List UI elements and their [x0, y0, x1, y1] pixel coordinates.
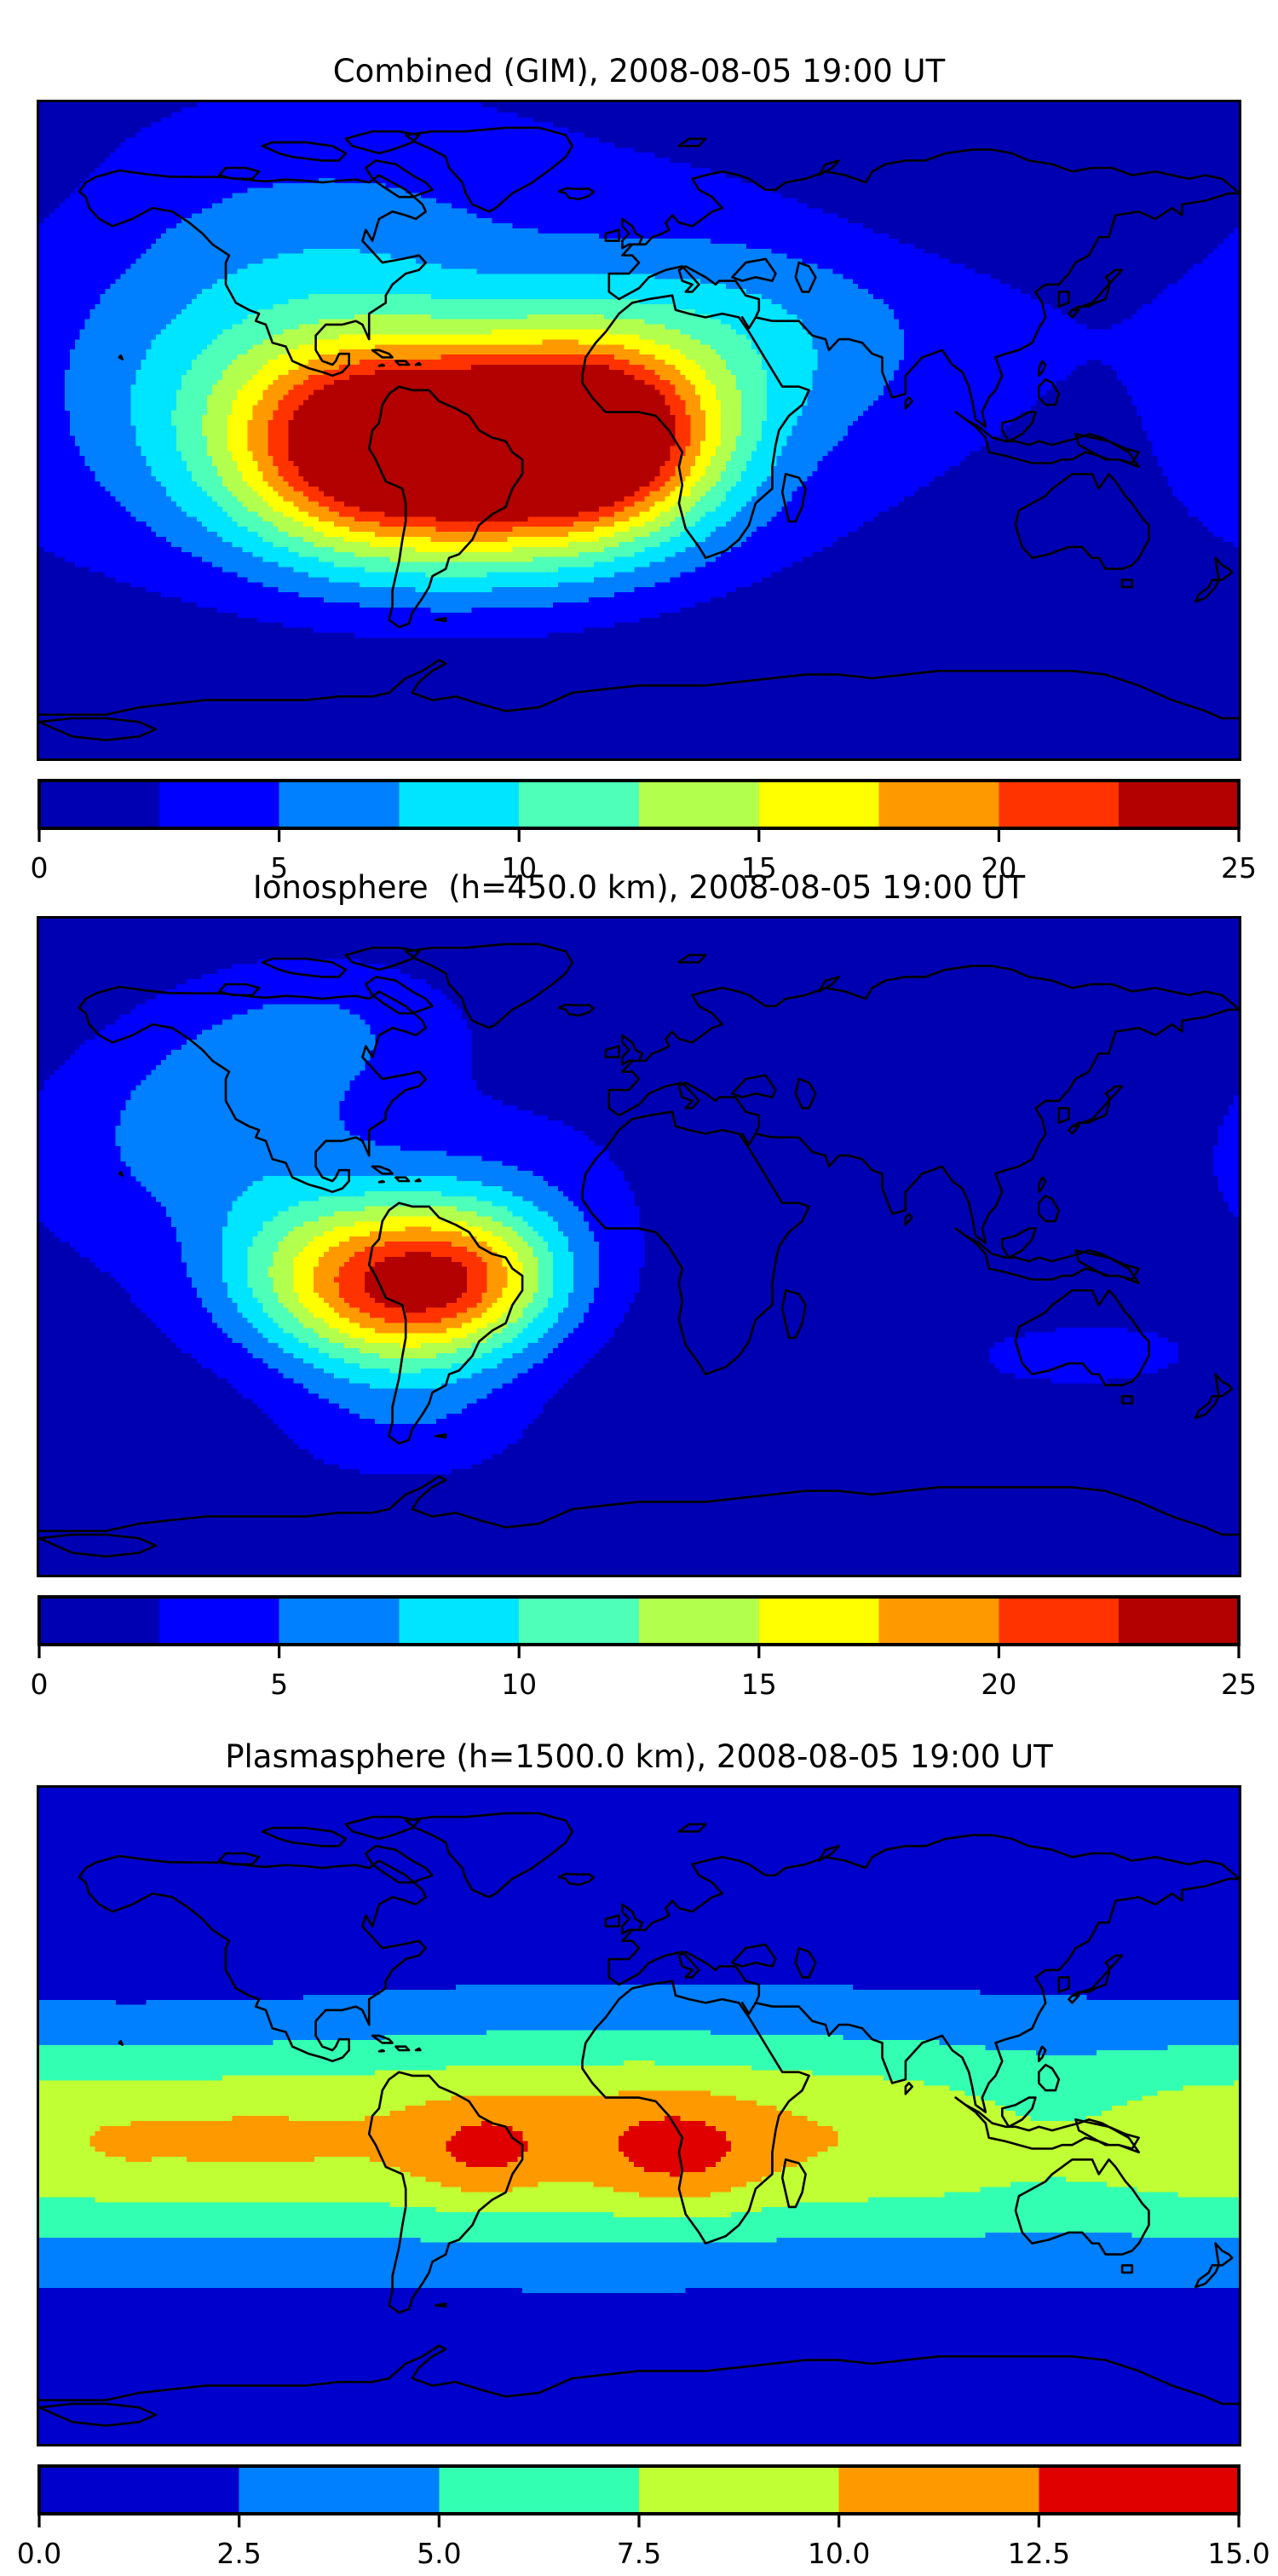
colorbar-tick-ionosphere-2: 10 — [501, 1668, 537, 1701]
colorbar-tick-plasmasphere-2: 5.0 — [417, 2537, 461, 2570]
colorbar-tick-ionosphere-0: 0 — [31, 1668, 49, 1701]
colorbar-ionosphere: 0 5 10 15 20 25 — [37, 1594, 1241, 1707]
colorbar-tick-plasmasphere-1: 2.5 — [216, 2537, 261, 2570]
panel-combined: Combined (GIM), 2008-08-05 19:00 UT 0 5 10… — [0, 0, 1278, 890]
map-ionosphere — [37, 916, 1241, 1577]
colorbar-tick-ionosphere-4: 20 — [981, 1668, 1016, 1701]
colorbar-tick-ionosphere-3: 15 — [741, 1668, 777, 1701]
colorbar-tick-ionosphere-5: 25 — [1221, 1668, 1257, 1701]
colorbar-canvas-ionosphere — [37, 1594, 1241, 1668]
panel-title-plasmasphere: Plasmasphere (h=1500.0 km), 2008-08-05 1… — [0, 1738, 1278, 1775]
colorbar-canvas-plasmasphere — [37, 2464, 1241, 2537]
map-combined — [37, 100, 1241, 761]
map-canvas-combined — [37, 100, 1241, 761]
colorbar-canvas-combined — [37, 778, 1241, 851]
colorbar-tick-plasmasphere-4: 10.0 — [808, 2537, 870, 2570]
map-canvas-ionosphere — [37, 916, 1241, 1577]
map-plasmasphere — [37, 1785, 1241, 2446]
panel-ionosphere: Ionosphere (h=450.0 km), 2008-08-05 19:0… — [0, 869, 1278, 1707]
colorbar-tick-plasmasphere-3: 7.5 — [617, 2537, 661, 2570]
colorbar-plasmasphere: 0.0 2.5 5.0 7.5 10.0 12.5 15.0 — [37, 2464, 1241, 2576]
map-canvas-plasmasphere — [37, 1785, 1241, 2446]
colorbar-ticklabels-plasmasphere: 0.0 2.5 5.0 7.5 10.0 12.5 15.0 — [37, 2537, 1241, 2576]
panel-title-combined: Combined (GIM), 2008-08-05 19:00 UT — [0, 0, 1278, 89]
panel-plasmasphere: Plasmasphere (h=1500.0 km), 2008-08-05 1… — [0, 1738, 1278, 2576]
colorbar-tick-plasmasphere-0: 0.0 — [17, 2537, 61, 2570]
colorbar-tick-ionosphere-1: 5 — [270, 1668, 288, 1701]
colorbar-tick-plasmasphere-6: 15.0 — [1207, 2537, 1269, 2570]
colorbar-ticklabels-ionosphere: 0 5 10 15 20 25 — [37, 1668, 1241, 1707]
colorbar-tick-plasmasphere-5: 12.5 — [1008, 2537, 1070, 2570]
panel-title-ionosphere: Ionosphere (h=450.0 km), 2008-08-05 19:0… — [0, 869, 1278, 906]
